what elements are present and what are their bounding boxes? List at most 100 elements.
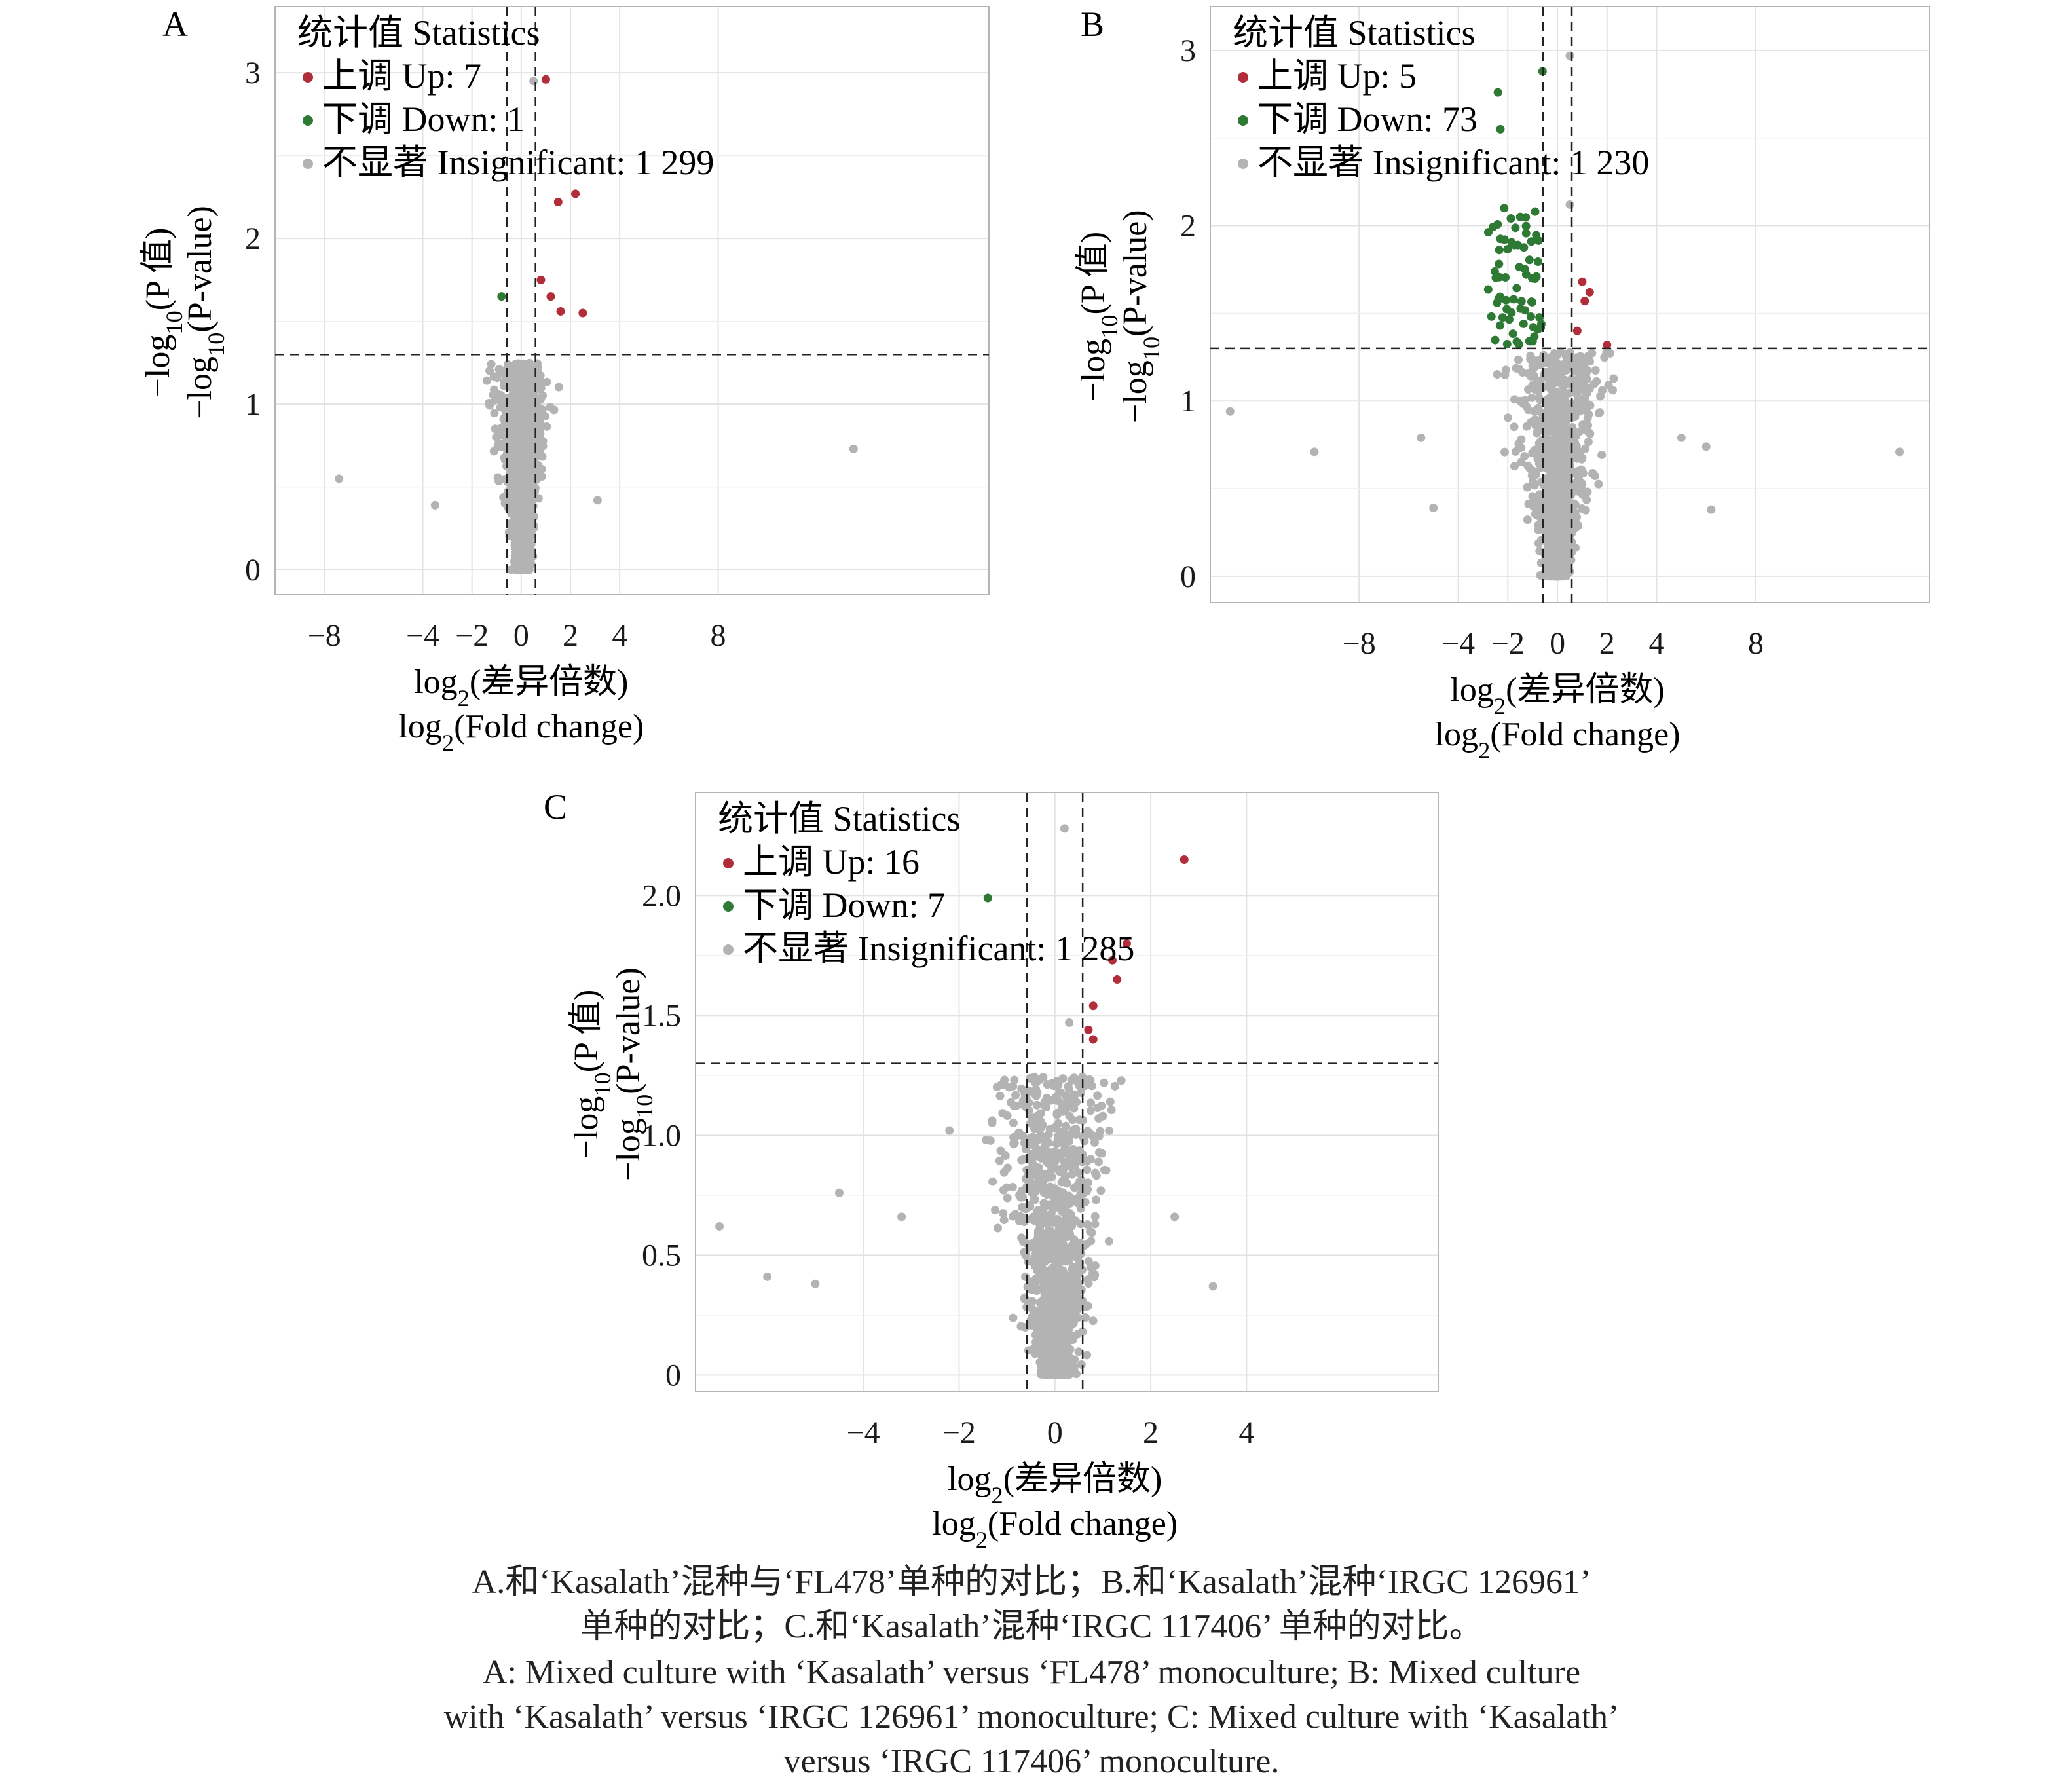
point-insignificant: [1071, 1196, 1081, 1205]
point-insignificant: [1510, 422, 1519, 432]
point-down: [1512, 284, 1521, 293]
point-insignificant: [1096, 1186, 1106, 1195]
point-insignificant: [430, 500, 439, 510]
point-up: [553, 197, 563, 206]
point-up: [1084, 1025, 1093, 1034]
point-insignificant: [1036, 1148, 1045, 1157]
point-insignificant: [1026, 1300, 1035, 1309]
point-insignificant: [1020, 1155, 1029, 1164]
plot-frame: [1210, 6, 1930, 603]
point-insignificant: [1009, 1313, 1018, 1322]
point-insignificant: [1083, 1178, 1092, 1187]
point-insignificant: [1033, 1324, 1043, 1334]
point-insignificant: [1077, 1285, 1086, 1294]
point-insignificant: [1083, 1220, 1092, 1229]
point-insignificant: [1106, 1097, 1115, 1106]
point-insignificant: [1553, 377, 1563, 386]
panel-label: B: [1081, 5, 1104, 44]
point-insignificant: [1208, 1282, 1217, 1291]
point-up: [1088, 1001, 1098, 1011]
point-insignificant: [1310, 447, 1319, 457]
point-insignificant: [1073, 1330, 1082, 1339]
point-insignificant: [1061, 1130, 1070, 1139]
legend-item-label: 不显著 Insignificant: 1 230: [1257, 143, 1649, 182]
legend-item-label: 上调 Up: 7: [322, 56, 481, 96]
point-insignificant: [1005, 1083, 1014, 1092]
point-insignificant: [1053, 1110, 1062, 1119]
point-insignificant: [1070, 1090, 1079, 1099]
point-insignificant: [1003, 1111, 1012, 1121]
point-insignificant: [1528, 362, 1537, 371]
point-insignificant: [1545, 527, 1554, 536]
point-insignificant: [525, 438, 534, 447]
point-insignificant: [1597, 386, 1607, 395]
point-insignificant: [1561, 398, 1570, 407]
y-axis-title-en: −log10(P-value): [181, 206, 229, 419]
point-down: [1531, 274, 1540, 283]
point-down: [1493, 88, 1502, 97]
point-insignificant: [1571, 449, 1580, 458]
point-insignificant: [1523, 515, 1532, 525]
point-insignificant: [1035, 1248, 1045, 1258]
point-insignificant: [1105, 1126, 1114, 1135]
grid: [275, 7, 989, 595]
point-insignificant: [1039, 1188, 1049, 1197]
point-down: [1498, 313, 1507, 322]
point-insignificant: [1417, 433, 1426, 442]
point-insignificant: [1524, 385, 1533, 394]
point-insignificant: [510, 438, 519, 447]
point-insignificant: [1170, 1212, 1180, 1222]
point-insignificant: [1018, 1203, 1027, 1212]
point-insignificant: [496, 391, 506, 400]
point-insignificant: [519, 487, 529, 496]
point-insignificant: [1090, 1212, 1100, 1221]
point-insignificant: [1562, 483, 1571, 493]
point-insignificant: [515, 360, 524, 369]
point-insignificant: [1546, 401, 1555, 410]
point-up: [556, 307, 565, 316]
legend-item-label: 下调 Down: 1: [322, 100, 525, 139]
x-tick-label: 4: [1649, 626, 1665, 661]
point-insignificant: [1527, 393, 1536, 402]
point-down: [1519, 319, 1528, 328]
x-axis-title-en: log2(Fold change): [398, 708, 644, 756]
y-tick-label: 2.0: [642, 878, 681, 913]
point-insignificant: [1057, 1358, 1066, 1368]
point-insignificant: [1567, 406, 1576, 415]
point-insignificant: [1548, 546, 1557, 555]
point-insignificant: [1557, 489, 1566, 498]
caption-en-line: A: Mixed culture with ‘Kasalath’ versus …: [482, 1654, 1581, 1691]
point-insignificant: [1083, 1301, 1092, 1311]
legend: 统计值 Statistics 上调 Up: 5 下调 Down: 73 不显著 Ins…: [1233, 13, 1649, 182]
point-insignificant: [1100, 1078, 1109, 1087]
point-insignificant: [1575, 353, 1584, 362]
point-insignificant: [1050, 1362, 1060, 1372]
y-tick-label: 0: [245, 553, 261, 588]
point-insignificant: [1090, 1261, 1100, 1270]
point-insignificant: [485, 401, 494, 410]
point-up: [1122, 939, 1131, 948]
point-insignificant: [1554, 515, 1563, 524]
point-down: [1501, 272, 1510, 282]
point-insignificant: [1549, 508, 1558, 517]
point-insignificant: [1677, 433, 1686, 442]
point-insignificant: [1069, 1296, 1078, 1305]
point-insignificant: [1110, 1081, 1119, 1091]
legend-item-label: 不显著 Insignificant: 1 285: [743, 929, 1134, 968]
point-insignificant: [1022, 1239, 1032, 1248]
point-insignificant: [1069, 1146, 1078, 1155]
point-insignificant: [507, 529, 516, 538]
point-insignificant: [1597, 451, 1607, 460]
point-insignificant: [482, 376, 491, 385]
point-insignificant: [517, 417, 526, 426]
point-insignificant: [1065, 1364, 1074, 1373]
point-down: [1519, 243, 1529, 252]
point-insignificant: [1093, 1091, 1102, 1100]
point-up: [1580, 297, 1589, 306]
point-insignificant: [1075, 1146, 1085, 1155]
point-insignificant: [1563, 424, 1572, 434]
point-insignificant: [1567, 555, 1576, 565]
x-axis-title-cn: log2(差异倍数): [1450, 671, 1664, 719]
point-down: [1521, 221, 1531, 231]
point-up: [1603, 341, 1612, 350]
